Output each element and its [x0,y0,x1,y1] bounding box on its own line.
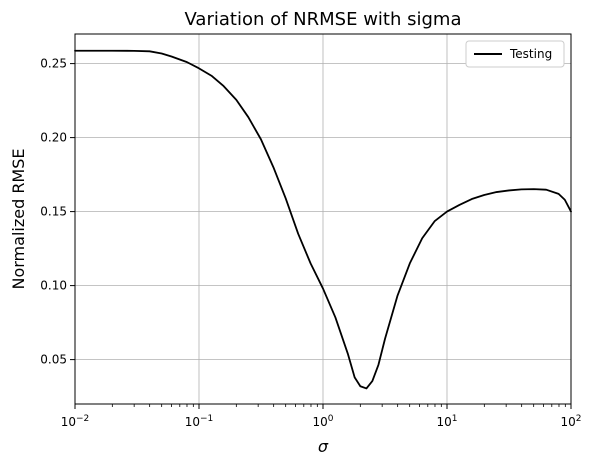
series-line-testing [74,49,572,390]
x-tick-label: 102 [560,414,581,429]
x-tick-label: 101 [436,414,457,429]
x-tick-label: 100 [312,414,333,429]
y-tick-label: 0.10 [40,279,67,293]
plot-series [74,49,572,390]
y-tick-label: 0.20 [40,131,67,145]
y-tick-label: 0.15 [40,205,67,219]
y-axis: 0.05 0.10 0.15 0.20 0.25 [40,57,75,367]
y-tick-label: 0.05 [40,353,67,367]
legend-box [465,40,565,68]
x-axis: 10−2 10−1 100 101 102 [61,404,582,429]
x-tick-label: 10−1 [185,414,214,429]
x-tick-label: 10−2 [61,414,90,429]
x-axis-label: σ [318,437,329,456]
y-tick-label: 0.25 [40,57,67,71]
legend: Testing [465,40,565,68]
chart-title: Variation of NRMSE with sigma [185,9,462,30]
y-axis-label: Normalized RMSE [9,148,28,289]
legend-label-testing: Testing [509,47,552,61]
